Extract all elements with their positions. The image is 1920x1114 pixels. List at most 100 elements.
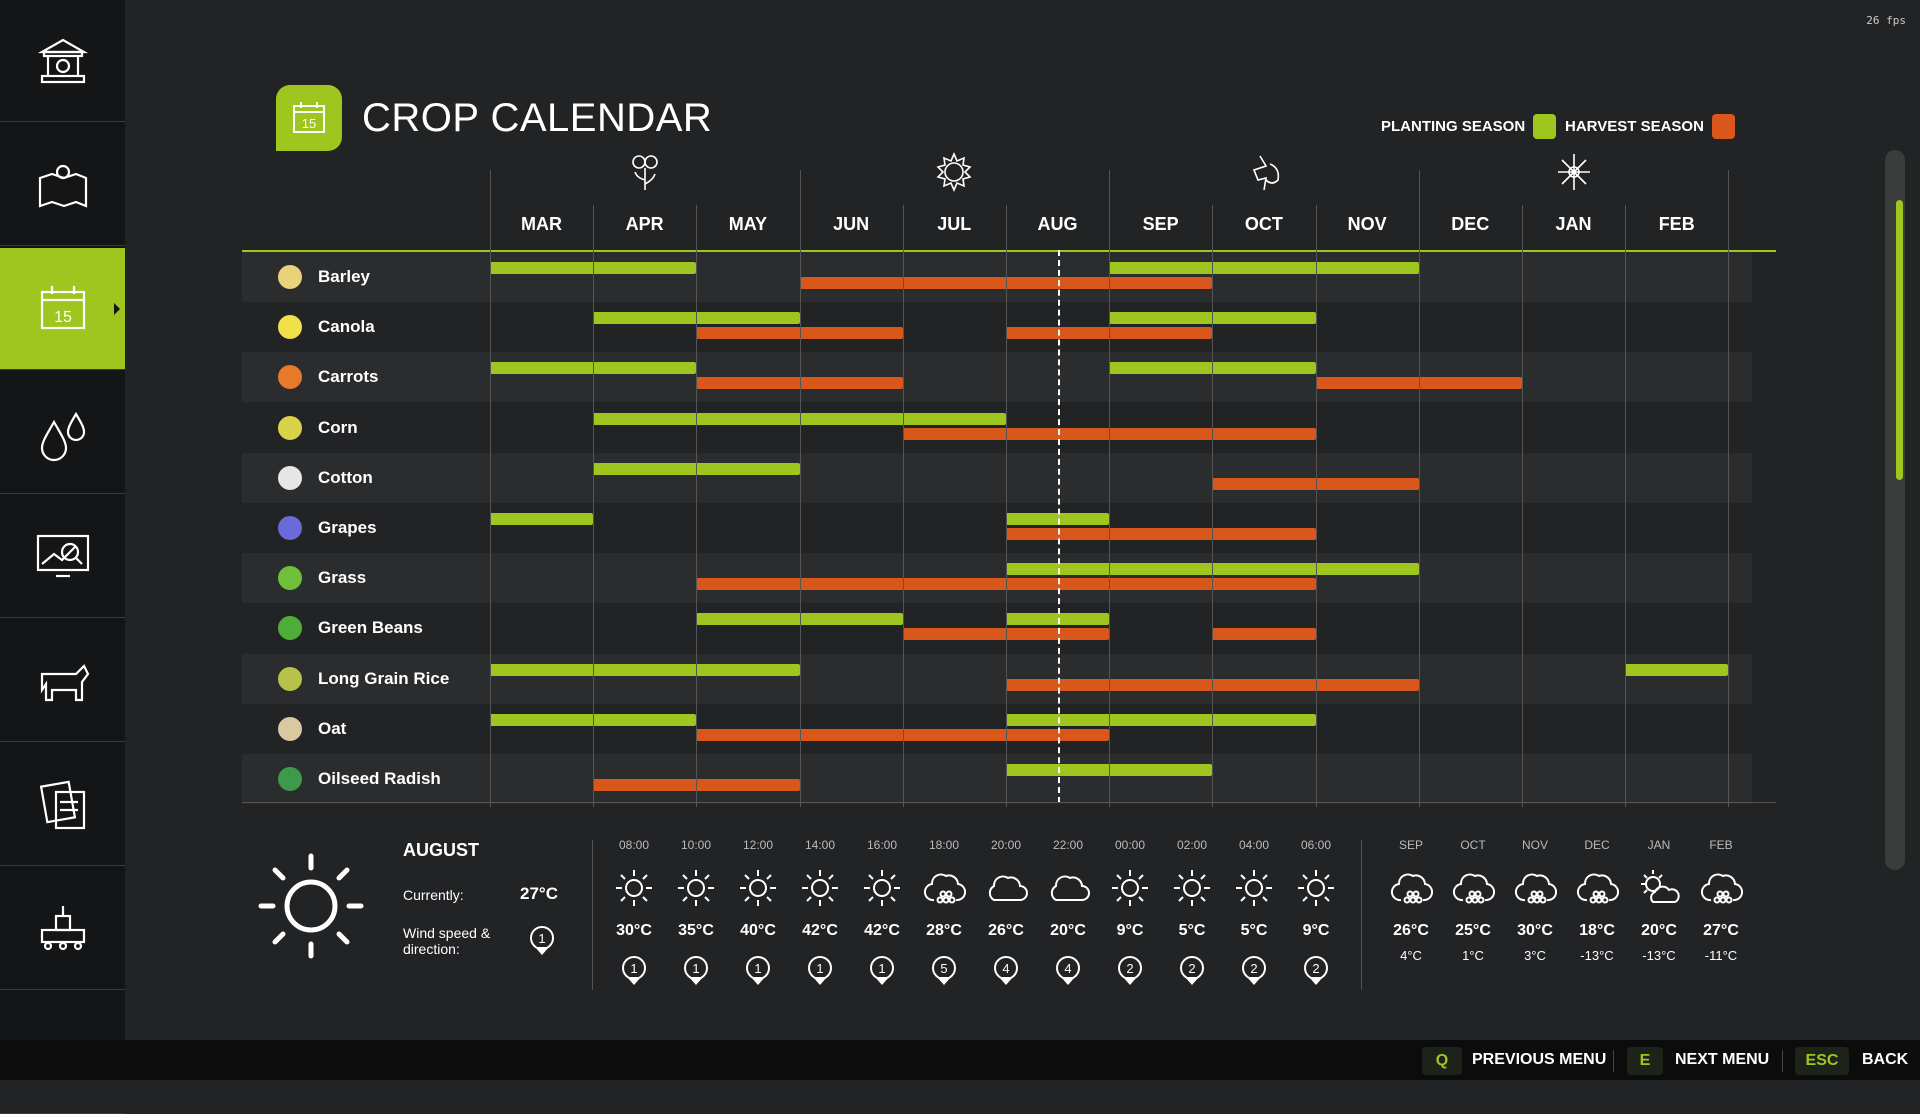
weather-hail-icon xyxy=(1700,873,1743,904)
monthly-forecast: DEC 18°C -13°C xyxy=(1566,838,1628,963)
weather-sun-icon xyxy=(1236,870,1272,906)
legend-planting-label: PLANTING SEASON xyxy=(1381,118,1526,135)
hour-label: 06:00 xyxy=(1300,838,1332,852)
crop-row: Grass xyxy=(242,553,1752,604)
scrollbar-thumb[interactable] xyxy=(1896,200,1903,480)
header-divider xyxy=(242,250,1776,252)
weather-sun-icon xyxy=(802,870,838,906)
hour-temp: 42°C xyxy=(802,922,838,939)
month-low-temp: 3°C xyxy=(1524,948,1546,963)
wind-indicator: 1 xyxy=(746,956,770,986)
crop-row: Canola xyxy=(242,302,1752,352)
month-header: FEB xyxy=(1658,214,1695,234)
crop-name: Barley xyxy=(318,267,370,286)
currently-label: Currently: xyxy=(403,887,464,903)
sidebar: 15 xyxy=(0,0,125,1114)
crop-name: Oilseed Radish xyxy=(318,769,441,788)
harvest-bar xyxy=(1315,377,1522,390)
grid-line xyxy=(1315,205,1317,808)
crop-row: Carrots xyxy=(242,352,1752,403)
hour-label: 10:00 xyxy=(680,838,712,852)
crop-name: Long Grain Rice xyxy=(318,668,450,688)
grid-line xyxy=(1212,205,1214,808)
previous-menu-button[interactable]: PREVIOUS MENU xyxy=(1472,1051,1607,1068)
hour-temp: 40°C xyxy=(740,922,776,939)
grid-line xyxy=(1728,170,1730,808)
monthly-forecast: OCT 25°C 1°C xyxy=(1442,838,1504,963)
grid-line xyxy=(593,205,595,808)
sidebar-item-production[interactable] xyxy=(0,868,125,990)
planting-bar xyxy=(593,312,800,325)
harvest-bar xyxy=(1212,628,1316,641)
calendar-icon: 15 xyxy=(40,285,85,329)
hour-temp: 9°C xyxy=(1116,922,1144,939)
footer-bar xyxy=(0,1040,1920,1080)
calendar-icon: 15 xyxy=(276,85,342,151)
crop-icon-green-beans xyxy=(278,616,302,641)
harvest-bar xyxy=(696,377,903,390)
previous-menu-key[interactable]: Q xyxy=(1422,1047,1462,1075)
weather-month: AUGUST xyxy=(403,840,479,860)
grid-line xyxy=(1006,205,1007,808)
sidebar-item-calendar[interactable]: 15 xyxy=(0,248,125,370)
back-key[interactable]: ESC xyxy=(1795,1047,1849,1075)
sidebar-item-contracts[interactable] xyxy=(0,744,125,866)
sidebar-item-water-drops[interactable] xyxy=(0,372,125,494)
hourly-forecast: 04:00 5°C 2 xyxy=(1223,838,1285,986)
weather-hail-icon xyxy=(1576,873,1619,904)
crop-icon-barley xyxy=(278,265,302,289)
monthly-forecast: FEB 27°C -11°C xyxy=(1690,838,1752,963)
month-high-temp: 27°C xyxy=(1703,922,1739,939)
harvest-bar xyxy=(696,327,903,340)
wind-indicator: 2 xyxy=(1304,956,1328,986)
back-button[interactable]: BACK xyxy=(1862,1051,1909,1068)
harvest-bar xyxy=(696,578,1316,591)
forecast-month: DEC xyxy=(1584,838,1610,852)
monthly-forecast: SEP 26°C 4°C xyxy=(1380,838,1442,963)
autumn-icon xyxy=(1244,150,1284,194)
planting-bar xyxy=(1109,262,1419,274)
crop-row: Oilseed Radish xyxy=(242,754,1752,804)
footer-separator xyxy=(1782,1050,1783,1072)
crop-icon-canola xyxy=(278,315,302,340)
calendar-bottom-divider xyxy=(242,802,1776,803)
legend-harvest-swatch xyxy=(1711,114,1735,139)
sidebar-item-cow[interactable] xyxy=(0,620,125,742)
crop-icon-grapes xyxy=(278,516,302,540)
wind-indicator: 2 xyxy=(1242,956,1266,986)
water-drops-icon xyxy=(40,411,85,461)
sidebar-item-bank[interactable] xyxy=(0,0,125,122)
month-header: JAN xyxy=(1555,214,1592,234)
hour-temp: 5°C xyxy=(1178,922,1206,939)
forecast-month: FEB xyxy=(1709,838,1733,852)
weather-sun-icon xyxy=(1174,870,1210,906)
hourly-forecast: 06:00 9°C 2 xyxy=(1285,838,1347,986)
sidebar-item-map[interactable] xyxy=(0,124,125,246)
wind-label: Wind speed & direction: xyxy=(403,925,490,957)
planting-bar xyxy=(1109,312,1316,325)
grid-line xyxy=(696,205,698,808)
forecast-month: OCT xyxy=(1460,838,1486,852)
hour-temp: 20°C xyxy=(1050,922,1086,939)
spring-icon xyxy=(625,150,665,194)
next-menu-key[interactable]: E xyxy=(1627,1047,1663,1075)
crop-icon-grass xyxy=(278,566,302,591)
wind-indicator: 1 xyxy=(870,956,894,986)
wind-label-line1: Wind speed & xyxy=(403,925,491,941)
grid-line xyxy=(1418,170,1420,808)
hourly-forecast: 10:00 35°C 1 xyxy=(665,838,727,986)
hour-label: 20:00 xyxy=(990,838,1022,852)
crop-icon-oilseed-radish xyxy=(278,767,302,791)
crop-row: Oat xyxy=(242,704,1752,754)
planting-bar xyxy=(593,462,800,475)
sidebar-item-price-chart[interactable] xyxy=(0,496,125,618)
weather-hail-icon xyxy=(1452,873,1495,904)
next-menu-button[interactable]: NEXT MENU xyxy=(1675,1051,1770,1068)
weather-cloud-icon xyxy=(988,875,1028,901)
weather-sun-icon xyxy=(616,870,652,906)
harvest-bar xyxy=(696,728,1110,741)
month-low-temp: 1°C xyxy=(1462,948,1484,963)
hour-temp: 35°C xyxy=(678,922,714,939)
crop-row: Barley xyxy=(242,252,1752,302)
month-high-temp: 18°C xyxy=(1579,922,1615,939)
